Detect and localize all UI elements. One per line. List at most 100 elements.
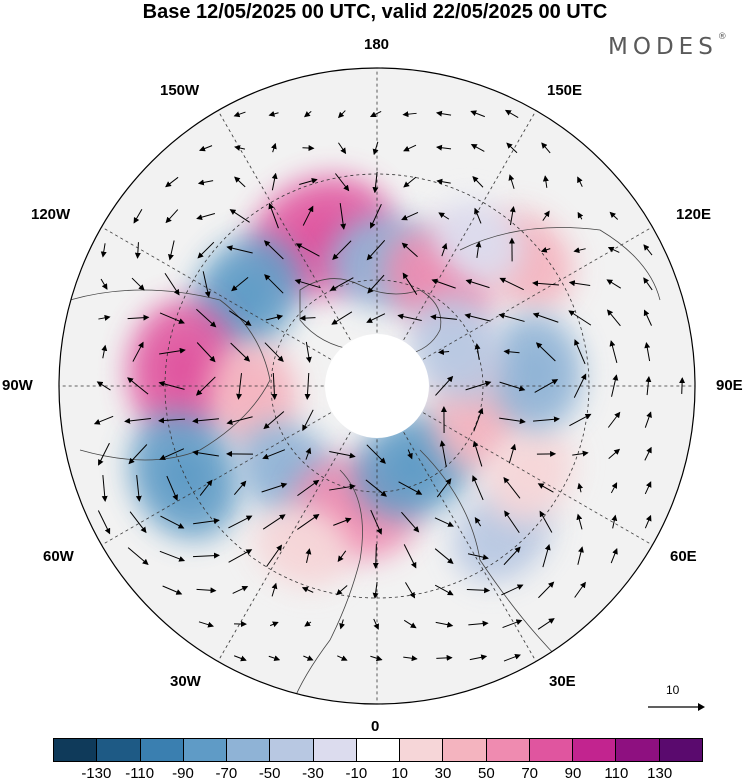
wind-arrow <box>192 552 220 559</box>
wind-arrow <box>610 548 618 564</box>
wind-arrow <box>168 240 175 261</box>
wind-arrow <box>337 110 346 119</box>
colorbar-swatch <box>573 739 617 761</box>
wind-arrow <box>370 509 382 535</box>
wind-arrow <box>501 584 524 596</box>
wind-arrow <box>297 479 320 497</box>
anomaly-core <box>233 371 274 422</box>
wind-arrow <box>196 308 217 328</box>
wind-arrow <box>193 517 220 525</box>
wind-arrow <box>166 475 178 501</box>
wind-arrow <box>302 145 315 152</box>
wind-arrow <box>299 315 316 322</box>
wind-arrow <box>577 546 584 565</box>
colorbar-swatch <box>616 739 660 761</box>
wind-arrow <box>266 544 283 567</box>
wind-arrow <box>162 585 183 595</box>
wind-arrow <box>197 179 214 186</box>
wind-arrow <box>435 110 452 117</box>
wind-arrow <box>577 482 584 493</box>
colorbar-tick-label: 50 <box>477 765 495 782</box>
wind-arrow <box>135 475 142 502</box>
wind-arrow <box>401 511 420 533</box>
wind-arrow <box>541 142 551 154</box>
lon-label-120e: 120E <box>676 206 712 223</box>
wind-arrow <box>369 203 382 229</box>
lon-label-60w: 60W <box>43 548 74 565</box>
wind-arrow <box>269 621 279 628</box>
wind-arrow <box>196 587 217 594</box>
lon-label-90e: 90E <box>716 377 743 394</box>
wind-arrow <box>498 312 525 322</box>
wind-arrow <box>165 176 179 188</box>
wind-arrow <box>263 411 285 430</box>
colorbar-tick-label: 110 <box>604 765 629 782</box>
wind-arrow <box>369 111 382 118</box>
anomaly-core <box>387 442 442 490</box>
wind-arrow <box>127 377 149 395</box>
wind-arrow <box>436 478 452 498</box>
wind-arrow <box>469 654 488 661</box>
colorbar-swatch <box>140 739 184 761</box>
wind-arrow <box>434 584 454 596</box>
wind-arrow <box>679 377 686 394</box>
wind-arrow <box>229 209 250 223</box>
colorbar-tick-label: 90 <box>564 765 582 782</box>
wind-arrow <box>263 240 284 260</box>
wind-arrow <box>339 619 345 630</box>
wind-arrow <box>502 619 523 629</box>
wind-arrow <box>332 240 352 260</box>
wind-arrow <box>101 344 108 359</box>
wind-arrow <box>337 550 347 562</box>
wind-arrow <box>303 655 314 661</box>
lon-label-60e: 60E <box>670 548 697 565</box>
map-boundary <box>58 67 696 705</box>
wind-arrow <box>164 273 180 296</box>
wind-arrow <box>262 514 286 530</box>
wind-arrow <box>607 411 621 428</box>
anomaly-field <box>127 176 583 589</box>
wind-arrow <box>196 342 216 363</box>
lon-label-30w: 30W <box>170 673 201 690</box>
wind-arrow <box>643 309 652 326</box>
wind-arrow <box>568 310 592 326</box>
wind-arrow <box>472 440 483 467</box>
wind-arrow <box>159 550 186 562</box>
wind-arrow <box>506 142 518 154</box>
wind-arrow <box>303 111 312 118</box>
colorbar-tick-label: 70 <box>521 765 538 782</box>
wind-arrow <box>98 314 111 321</box>
anomaly-core <box>222 268 272 322</box>
wind-arrow <box>470 144 485 152</box>
colorbar-swatch <box>486 739 530 761</box>
wind-arrow <box>475 241 482 258</box>
wind-arrow <box>403 176 417 188</box>
wind-arrow <box>159 347 186 355</box>
wind-arrow <box>165 209 179 224</box>
wind-arrow <box>232 585 249 594</box>
wind-arrow <box>132 341 144 362</box>
colorbar-swatch <box>97 739 141 761</box>
lon-label-30e: 30E <box>549 673 576 690</box>
wind-arrow <box>98 442 110 466</box>
wind-arrow <box>644 514 652 529</box>
wind-arrow <box>569 413 592 427</box>
colorbar-tick-label: -70 <box>215 765 238 782</box>
colorbar-tick-label: 10 <box>391 765 408 782</box>
colorbar-swatch <box>529 739 574 761</box>
wind-arrow <box>372 581 379 599</box>
wind-arrow <box>503 348 520 355</box>
latitude-circle <box>270 279 484 493</box>
wind-arrow <box>127 314 150 321</box>
wind-arrow <box>438 212 450 220</box>
wind-arrow <box>472 176 484 188</box>
wind-arrow <box>366 240 386 261</box>
wind-arrow <box>504 109 519 119</box>
wind-arrow <box>127 547 149 565</box>
wind-arrow <box>339 203 347 230</box>
wind-arrow <box>233 480 247 495</box>
wind-arrow <box>158 381 185 390</box>
wind-arrow <box>474 517 482 527</box>
wind-arrow <box>302 409 314 432</box>
meridian-line <box>394 416 537 662</box>
